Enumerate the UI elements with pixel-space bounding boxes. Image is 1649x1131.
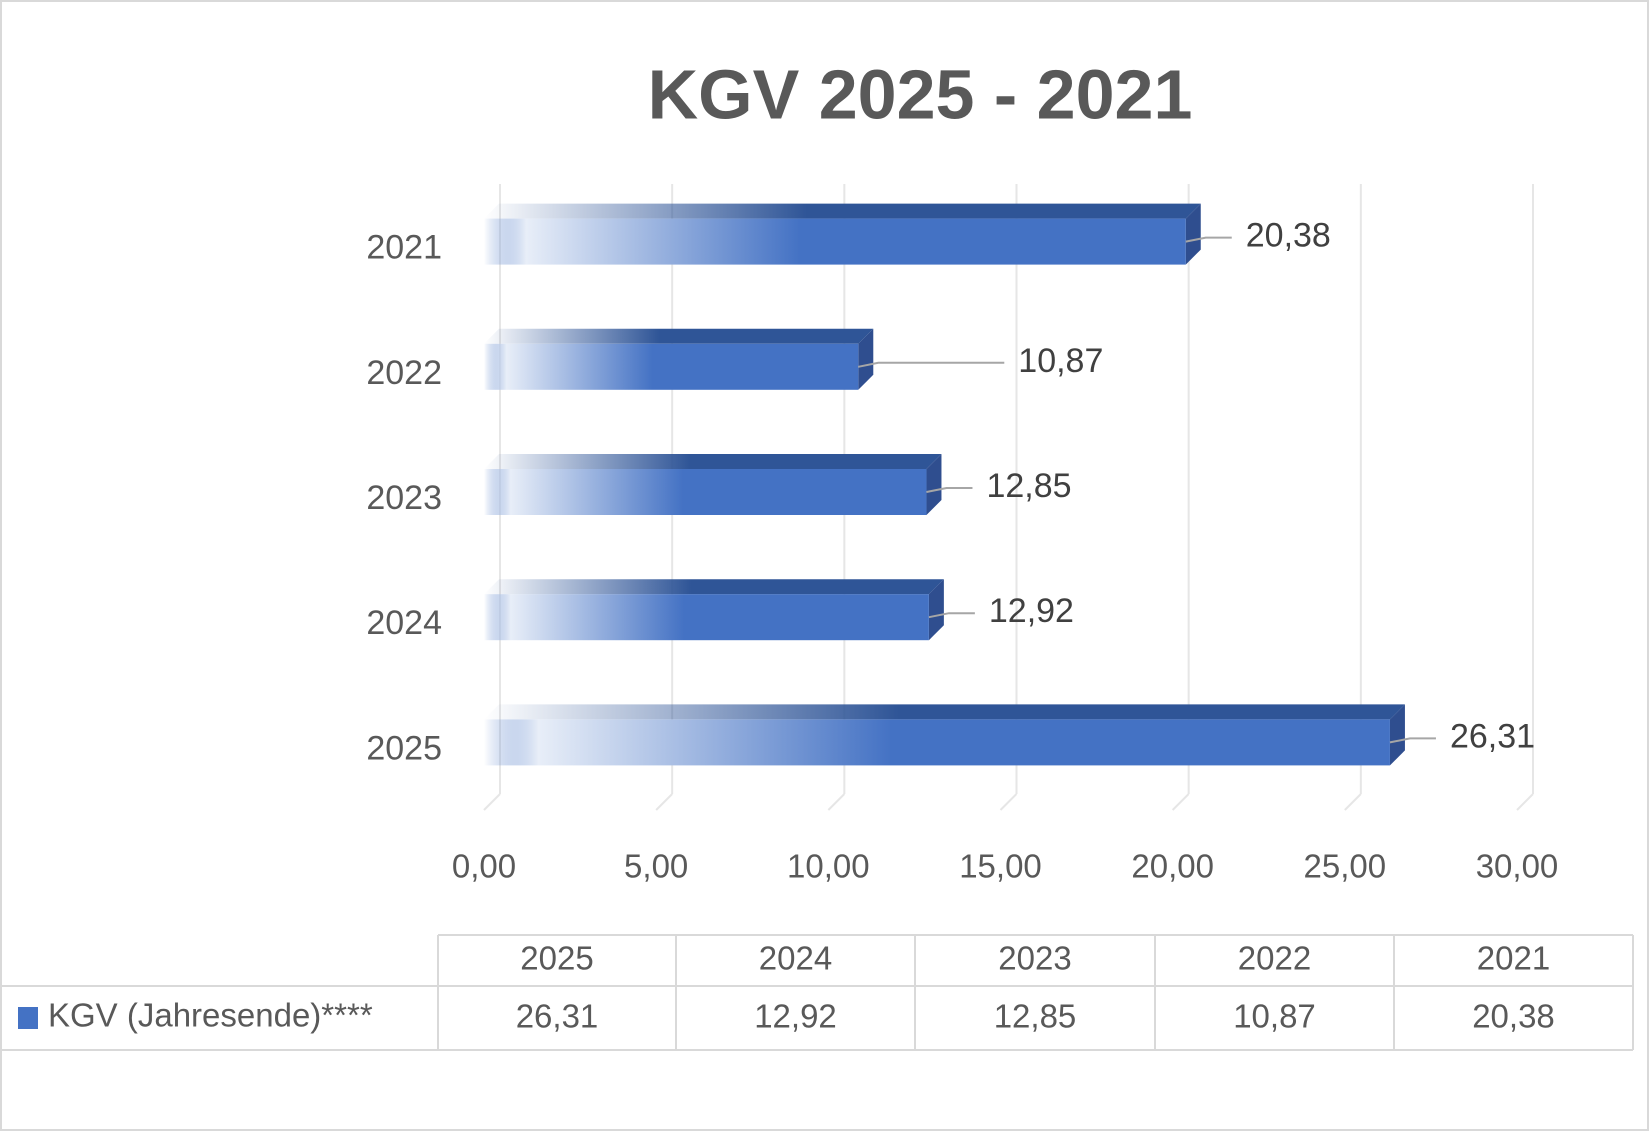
bar-side [1185, 203, 1201, 265]
x-tick-label: 20,00 [1131, 848, 1214, 885]
leader-line [926, 487, 973, 493]
data-label: 26,31 [1450, 717, 1535, 755]
table-cell: 20,38 [1472, 998, 1555, 1035]
bar [484, 343, 859, 390]
grid-line [999, 793, 1018, 811]
grid-line [827, 793, 846, 811]
leader-line [928, 612, 975, 619]
x-tick-label: 25,00 [1304, 848, 1387, 885]
grid-line [1516, 793, 1534, 811]
bar [484, 218, 1186, 265]
leader-line [858, 361, 1005, 368]
leader-line [1389, 737, 1436, 744]
bar-side [1389, 704, 1405, 766]
data-label: 20,38 [1246, 217, 1331, 255]
x-tick-label: 5,00 [624, 848, 688, 885]
table-header: 2023 [998, 940, 1071, 977]
y-tick-label: 2021 [366, 229, 442, 267]
x-tick-label: 10,00 [787, 848, 870, 885]
bar-side [858, 328, 874, 390]
table-cell: 10,87 [1233, 998, 1316, 1035]
x-tick-label: 15,00 [959, 848, 1042, 885]
legend-key [18, 1007, 38, 1029]
data-label: 12,92 [989, 592, 1074, 630]
chart-title: KGV 2025 - 2021 [648, 55, 1193, 133]
bar-top [484, 203, 1201, 219]
y-tick-label: 2025 [366, 729, 442, 767]
bar [484, 719, 1390, 766]
grid-line [483, 793, 501, 811]
x-tick-label: 0,00 [452, 848, 516, 885]
leader-line [1185, 236, 1232, 243]
bar-top [484, 328, 874, 344]
table-cell: 12,92 [754, 998, 837, 1035]
bar [484, 594, 929, 641]
data-label: 12,85 [986, 467, 1071, 505]
table-cell: 26,31 [516, 998, 599, 1035]
bar-top [484, 579, 944, 595]
bar-side [928, 579, 944, 641]
bar-top [484, 454, 942, 469]
y-tick-label: 2023 [366, 479, 442, 517]
legend-label: KGV (Jahresende)**** [48, 997, 373, 1034]
grid-line [655, 793, 673, 811]
y-tick-label: 2022 [366, 354, 442, 392]
y-tick-label: 2024 [366, 604, 442, 642]
bar-side [926, 454, 942, 515]
table-header: 2024 [759, 940, 832, 977]
data-label: 10,87 [1018, 342, 1103, 380]
grid-line [1344, 793, 1362, 811]
grid-line [1171, 793, 1190, 811]
bar-top [484, 704, 1405, 720]
table-header: 2022 [1238, 940, 1311, 977]
table-header: 2025 [520, 940, 593, 977]
table-header: 2021 [1477, 940, 1550, 977]
table-cell: 12,85 [994, 998, 1077, 1035]
x-tick-label: 30,00 [1476, 848, 1559, 885]
bar [484, 469, 927, 515]
